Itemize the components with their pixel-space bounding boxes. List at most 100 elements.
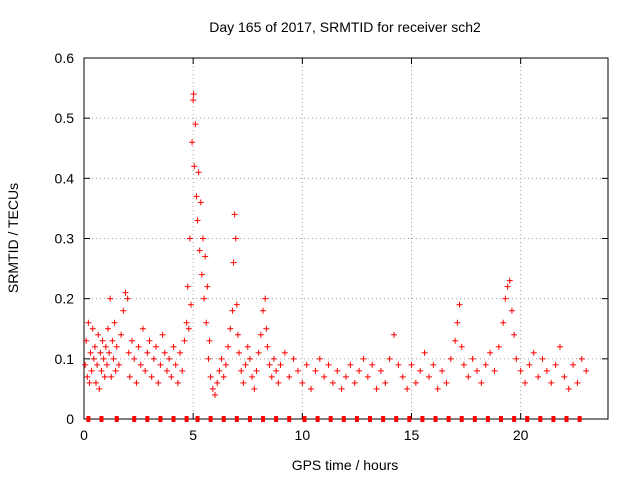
gap-marker	[99, 416, 104, 422]
data-point	[168, 373, 175, 380]
x-tick-label: 15	[404, 427, 420, 443]
y-tick-label: 0.3	[55, 231, 75, 247]
data-point	[263, 325, 270, 332]
x-tick-label: 10	[295, 427, 311, 443]
data-point	[83, 337, 90, 344]
data-point	[447, 355, 454, 362]
y-tick-label: 0.4	[55, 170, 75, 186]
data-point	[548, 379, 555, 386]
data-point	[316, 355, 323, 362]
data-point	[189, 139, 196, 146]
gap-marker	[221, 416, 226, 422]
gap-marker	[525, 416, 530, 422]
data-point	[146, 337, 153, 344]
data-point	[377, 367, 384, 374]
data-point	[255, 349, 262, 356]
data-point	[107, 295, 114, 302]
data-point	[356, 367, 363, 374]
gap-marker	[247, 416, 252, 422]
data-point	[195, 169, 202, 176]
y-tick-label: 0.5	[55, 110, 75, 126]
data-point	[124, 295, 131, 302]
data-point	[113, 343, 120, 350]
data-point	[583, 367, 590, 374]
y-axis-ticks: 0 0.1 0.2 0.3 0.4 0.5 0.6	[55, 50, 608, 427]
data-point	[351, 379, 358, 386]
data-point	[443, 379, 450, 386]
gap-marker	[499, 416, 504, 422]
data-point	[135, 343, 142, 350]
x-axis-ticks: 0 5 10 15 20	[80, 58, 529, 443]
data-point	[89, 325, 96, 332]
data-point	[347, 361, 354, 368]
data-point	[277, 361, 284, 368]
data-point	[159, 331, 166, 338]
data-point	[109, 337, 116, 344]
data-point	[105, 325, 112, 332]
gap-marker	[341, 416, 346, 422]
data-point	[94, 361, 101, 368]
data-point	[103, 361, 110, 368]
data-point	[321, 373, 328, 380]
data-point	[186, 235, 193, 242]
data-point	[404, 385, 411, 392]
data-point	[456, 301, 463, 308]
gap-marker	[538, 416, 543, 422]
data-point	[478, 379, 485, 386]
gap-marker	[446, 416, 451, 422]
data-point	[266, 361, 273, 368]
data-point	[91, 343, 98, 350]
data-point	[454, 319, 461, 326]
data-point	[97, 349, 104, 356]
data-point	[373, 385, 380, 392]
data-point	[268, 373, 275, 380]
gap-marker	[184, 416, 189, 422]
data-point	[281, 349, 288, 356]
data-point	[90, 355, 97, 362]
data-point	[192, 121, 199, 128]
data-point	[421, 349, 428, 356]
data-point	[249, 373, 256, 380]
data-point	[240, 379, 247, 386]
x-tick-label: 0	[80, 427, 88, 443]
data-point	[530, 349, 537, 356]
data-point	[452, 337, 459, 344]
data-point	[508, 307, 515, 314]
gap-marker	[459, 416, 464, 422]
data-point	[364, 373, 371, 380]
data-point	[197, 199, 204, 206]
data-point	[578, 355, 585, 362]
data-point	[216, 367, 223, 374]
gap-marker	[274, 416, 279, 422]
data-point	[338, 385, 345, 392]
y-tick-label: 0.2	[55, 291, 75, 307]
data-point	[84, 373, 91, 380]
data-point	[183, 319, 190, 326]
data-point	[98, 367, 105, 374]
data-point	[391, 331, 398, 338]
gap-marker	[368, 416, 373, 422]
gap-marker	[472, 416, 477, 422]
data-point	[199, 235, 206, 242]
data-point	[487, 349, 494, 356]
gap-marker	[114, 416, 119, 422]
gap-marker	[485, 416, 490, 422]
data-point	[172, 361, 179, 368]
data-point	[312, 367, 319, 374]
gap-marker	[420, 416, 425, 422]
chart-title: Day 165 of 2017, SRMTID for receiver sch…	[209, 19, 481, 35]
data-point	[194, 217, 201, 224]
data-point	[500, 319, 507, 326]
data-point	[430, 361, 437, 368]
data-point	[190, 91, 197, 98]
data-point	[101, 373, 108, 380]
data-point	[308, 385, 315, 392]
gap-marker	[302, 416, 307, 422]
data-point	[417, 367, 424, 374]
data-point	[139, 325, 146, 332]
gap-marker	[261, 416, 266, 422]
data-points	[82, 91, 590, 398]
y-axis-label: SRMTID / TECUs	[5, 183, 21, 293]
data-point	[273, 367, 280, 374]
gap-marker	[234, 416, 239, 422]
